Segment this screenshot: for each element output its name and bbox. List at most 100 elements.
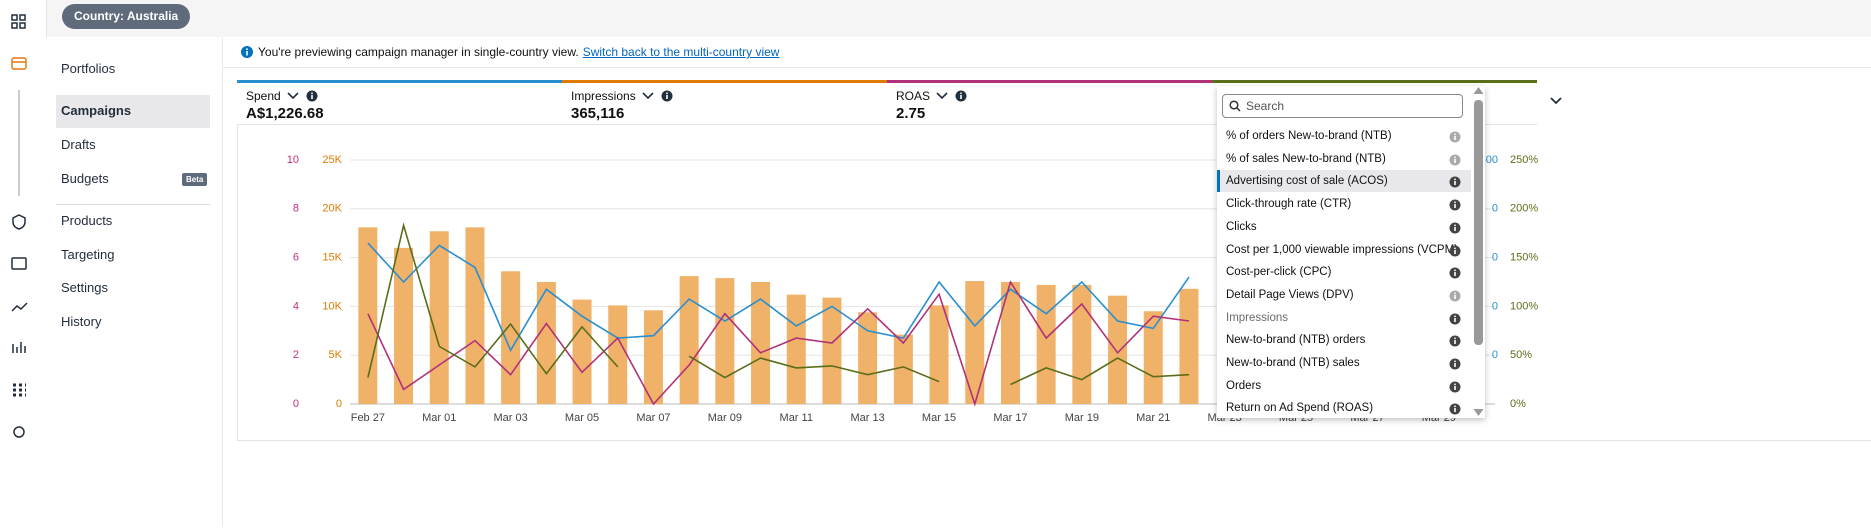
chart-border [237, 440, 1871, 441]
metric-chevron[interactable] [287, 91, 299, 101]
search-input[interactable]: Search [1222, 94, 1463, 118]
chevron [936, 92, 948, 100]
banner-text: You're previewing campaign manager in si… [258, 45, 579, 59]
info-glyph [1454, 224, 1456, 226]
dropdown-item[interactable]: Orders [1226, 379, 1262, 392]
metric-card[interactable]: Impressions 365,116 [562, 80, 887, 125]
info-glyph [665, 92, 668, 95]
nav-item[interactable]: Drafts [61, 137, 96, 152]
dropdown-item[interactable]: New-to-brand (NTB) sales [1226, 357, 1360, 369]
rail-icons [11, 14, 28, 438]
beta-badge: Beta [182, 173, 208, 186]
info-glyph [1454, 247, 1456, 249]
y-tick-label: 0 [293, 398, 299, 410]
info-glyph [1454, 294, 1456, 299]
metric-value: 365,116 [571, 105, 625, 122]
x-tick-label: Mar 03 [494, 412, 528, 424]
info-icon [1449, 358, 1461, 370]
metric-chevron[interactable] [936, 91, 948, 101]
info-glyph [1454, 317, 1456, 322]
dropdown-item[interactable]: % of orders New-to-brand (NTB) [1226, 130, 1392, 142]
nav-selected-bg [56, 95, 210, 128]
info-glyph [665, 95, 668, 99]
nav-item[interactable]: History [61, 314, 102, 329]
dropdown-item[interactable]: Click-through rate (CTR) [1226, 198, 1352, 211]
info-icon [1449, 267, 1461, 279]
bar [1179, 288, 1199, 404]
info-glyph [1454, 360, 1456, 363]
bar [965, 281, 985, 404]
info-glyph [1454, 156, 1456, 158]
y-tick-label: 0 [1492, 300, 1498, 312]
bar [1036, 284, 1056, 404]
bar [679, 276, 699, 404]
line-series [367, 222, 1190, 386]
metric-dropdown: Search % of orders New-to-brand (NTB) % o… [1217, 86, 1485, 418]
nav-item[interactable]: Campaigns [61, 103, 132, 118]
dropdown-item[interactable]: New-to-brand (NTB) orders [1226, 334, 1366, 347]
y-tick-label: 10K [322, 300, 342, 312]
info-icon [241, 46, 253, 58]
info-icon [1449, 199, 1461, 211]
banner-link[interactable]: Switch back to the multi-country view [582, 45, 780, 59]
bar [751, 282, 771, 404]
y-tick-label: 0 [1492, 252, 1498, 264]
line-series [367, 242, 1190, 353]
bar [1000, 282, 1020, 404]
info-glyph [1454, 136, 1456, 140]
dropdown-item[interactable]: Return on Ad Spend (ROAS) [1226, 402, 1374, 415]
info-icon [1449, 176, 1461, 188]
metric-label: Impressions [571, 89, 636, 103]
expand-chevron[interactable] [1549, 95, 1563, 107]
nav-item[interactable]: Portfolios [61, 61, 116, 76]
y-tick-label: 5K [329, 349, 343, 361]
bar [394, 247, 414, 404]
info-glyph [1454, 340, 1456, 345]
bar [858, 312, 878, 404]
dropdown-item[interactable]: Cost-per-click (CPC) [1226, 266, 1332, 279]
info-glyph [1454, 315, 1456, 317]
y-tick-label: 100% [1510, 300, 1538, 312]
x-tick-label: Feb 27 [351, 412, 385, 424]
x-tick-label: Mar 09 [708, 412, 742, 424]
nav-item[interactable]: Products [61, 213, 113, 228]
bar [465, 227, 485, 404]
nav-item[interactable]: Budgets [61, 171, 109, 186]
info-glyph [1454, 226, 1456, 231]
info-icon [1449, 313, 1461, 325]
nav-item[interactable]: Targeting [61, 247, 115, 262]
metric-chevron[interactable] [642, 91, 654, 101]
dropdown-item[interactable]: Impressions [1226, 311, 1288, 324]
y-tick-label: 10 [287, 154, 299, 166]
info-icon [1449, 245, 1461, 256]
y-tick-label: 20K [322, 203, 342, 215]
y-tick-label: 00 [1486, 154, 1498, 166]
info-icon [1449, 335, 1461, 347]
scrollbar[interactable] [1472, 86, 1485, 418]
info-glyph [1454, 405, 1456, 408]
dropdown-item[interactable]: Advertising cost of sale (ACOS) [1217, 170, 1471, 193]
bar [572, 299, 592, 404]
y-tick-label: 0 [1492, 203, 1498, 215]
dropdown-item[interactable]: % of sales New-to-brand (NTB) [1226, 152, 1386, 165]
dropdown-item[interactable]: Cost per 1,000 viewable impressions (VCP… [1226, 243, 1459, 256]
y-tick-label: 50% [1510, 349, 1532, 361]
metric-value: A$1,226.68 [246, 105, 324, 122]
info-glyph [1454, 181, 1456, 186]
country-pill[interactable]: Country: Australia [62, 4, 191, 29]
bar [608, 305, 628, 404]
y-tick-label: 0 [1492, 349, 1498, 361]
dropdown-item[interactable]: Detail Page Views (DPV) [1226, 288, 1354, 301]
metric-card[interactable]: ROAS 2.75 [887, 80, 1212, 125]
bar [822, 297, 842, 404]
nav-item[interactable]: Settings [61, 280, 108, 295]
y-tick-label: 8 [293, 203, 299, 215]
dropdown-item[interactable]: Clicks [1226, 220, 1257, 233]
divider [56, 204, 210, 205]
info-icon [1449, 381, 1461, 393]
y-tick-label: 15K [322, 252, 342, 264]
metric-card[interactable]: Spend A$1,226.68 [237, 80, 562, 125]
info-icon [1449, 154, 1461, 166]
info-glyph [960, 92, 962, 95]
y-tick-label: 25K [322, 154, 342, 166]
